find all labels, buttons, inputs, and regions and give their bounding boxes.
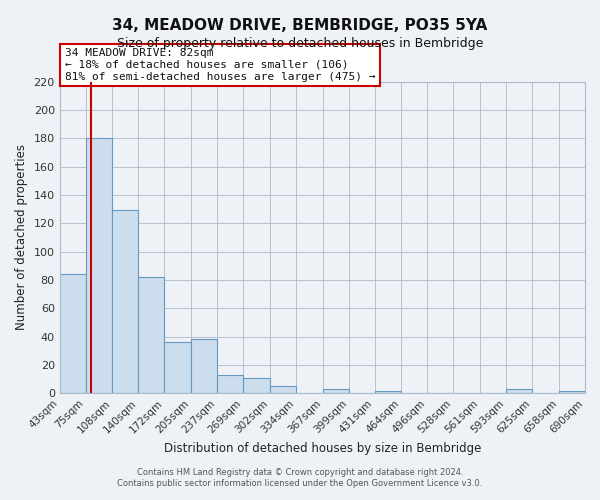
Bar (243, 378, 270, 394)
Text: 34 MEADOW DRIVE: 82sqm
← 18% of detached houses are smaller (106)
81% of semi-de: 34 MEADOW DRIVE: 82sqm ← 18% of detached… (65, 48, 376, 82)
Bar (559, 390, 585, 394)
Bar (86, 138, 112, 394)
Y-axis label: Number of detached properties: Number of detached properties (15, 144, 28, 330)
Text: 34, MEADOW DRIVE, BEMBRIDGE, PO35 5YA: 34, MEADOW DRIVE, BEMBRIDGE, PO35 5YA (112, 18, 488, 32)
Text: Size of property relative to detached houses in Bembridge: Size of property relative to detached ho… (117, 38, 483, 51)
Bar (59, 274, 86, 394)
Bar (112, 210, 139, 394)
Bar (375, 390, 401, 394)
Bar (323, 389, 349, 394)
Bar (270, 386, 296, 394)
Bar (191, 340, 217, 394)
Bar (506, 389, 532, 394)
Text: Contains HM Land Registry data © Crown copyright and database right 2024.
Contai: Contains HM Land Registry data © Crown c… (118, 468, 482, 487)
Bar (217, 375, 243, 394)
X-axis label: Distribution of detached houses by size in Bembridge: Distribution of detached houses by size … (164, 442, 481, 455)
Bar (139, 277, 164, 394)
Bar (164, 342, 191, 394)
